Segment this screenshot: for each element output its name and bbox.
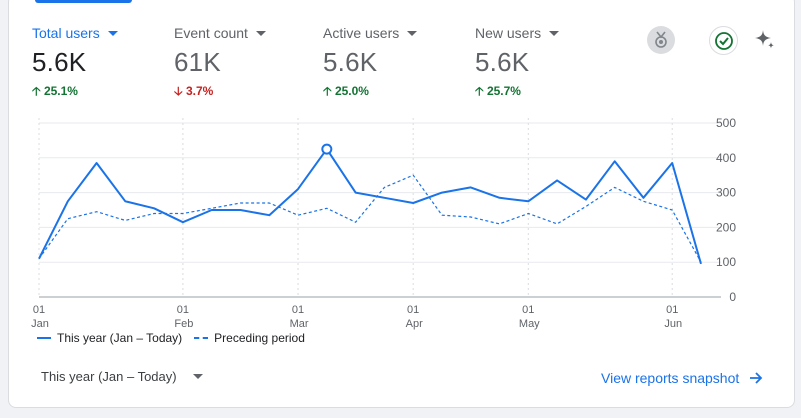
overview-card: Total users 5.6K 🡡 25.1% Event count 61K…: [8, 0, 795, 408]
y-tick-label: 0: [729, 290, 736, 304]
series-line-this-year: [38, 148, 702, 265]
x-tick-month: Feb: [174, 318, 193, 330]
metric-total-users[interactable]: Total users 5.6K 🡡 25.1%: [32, 25, 118, 103]
legend-label: Preceding period: [214, 331, 305, 345]
metric-new-users[interactable]: New users 5.6K 🡡 25.7%: [475, 25, 560, 103]
x-tick-month: May: [519, 318, 540, 330]
x-tick-month: Jun: [664, 318, 682, 330]
metric-value: 5.6K: [475, 47, 530, 77]
line-chart: 0 100 200 300 400 500 01 Jan 01 Feb 01 Mar 01 Apr 01 Ma…: [31, 116, 736, 330]
y-tick-label: 400: [716, 151, 736, 165]
metric-label: Event count: [174, 25, 266, 41]
x-tick-day: 01: [522, 304, 534, 316]
y-tick-label: 100: [716, 255, 736, 269]
metric-value: 5.6K: [323, 47, 378, 77]
metric-label: Active users: [323, 25, 418, 41]
metric-value: 5.6K: [32, 47, 87, 77]
x-tick-day: 01: [407, 304, 419, 316]
link-label: View reports snapshot: [601, 370, 740, 386]
award-icon[interactable]: [647, 26, 675, 54]
x-tick-day: 01: [33, 304, 45, 316]
x-tick-month: Jan: [31, 318, 49, 330]
arrow-right-icon: [750, 372, 763, 384]
date-range-label: This year (Jan – Today): [41, 369, 177, 384]
metric-change: 🡡 25.7%: [475, 84, 521, 98]
legend-item-previous[interactable]: Preceding period: [194, 331, 305, 345]
metric-change: 🡡 25.0%: [323, 84, 369, 98]
metric-change: 🡣 3.7%: [174, 84, 214, 98]
chart-legend: This year (Jan – Today) Preceding period: [37, 331, 317, 345]
view-reports-snapshot-link[interactable]: View reports snapshot: [601, 370, 763, 386]
metric-change: 🡡 25.1%: [32, 84, 78, 98]
x-tick-day: 01: [292, 304, 304, 316]
date-range-select[interactable]: This year (Jan – Today): [41, 369, 203, 384]
caret-down-icon: [407, 30, 418, 36]
legend-label: This year (Jan – Today): [57, 331, 183, 345]
x-tick-day: 01: [177, 304, 189, 316]
legend-item-current[interactable]: This year (Jan – Today): [37, 331, 182, 345]
caret-down-icon: [549, 30, 560, 36]
series-line-preceding-period: [38, 174, 702, 263]
x-tick-day: 01: [666, 304, 678, 316]
caret-down-icon: [107, 30, 118, 36]
legend-solid-swatch: [37, 337, 51, 339]
metric-active-users[interactable]: Active users 5.6K 🡡 25.0%: [323, 25, 418, 103]
caret-down-icon: [192, 374, 203, 379]
highlighted-data-point: [321, 143, 333, 155]
check-circle-icon[interactable]: [709, 26, 738, 55]
metric-label: Total users: [32, 25, 118, 41]
metric-event-count[interactable]: Event count 61K 🡣 3.7%: [174, 25, 266, 103]
y-tick-label: 200: [716, 220, 736, 234]
metric-value: 61K: [174, 47, 221, 77]
x-tick-month: Apr: [406, 318, 423, 330]
x-tick-month: Mar: [290, 318, 309, 330]
y-tick-label: 300: [716, 186, 736, 200]
caret-down-icon: [255, 30, 266, 36]
y-tick-label: 500: [716, 116, 736, 130]
legend-dashed-swatch: [194, 337, 209, 339]
sparkle-icon[interactable]: [751, 26, 779, 54]
metric-label: New users: [475, 25, 560, 41]
selected-tab-indicator: [35, 0, 132, 3]
